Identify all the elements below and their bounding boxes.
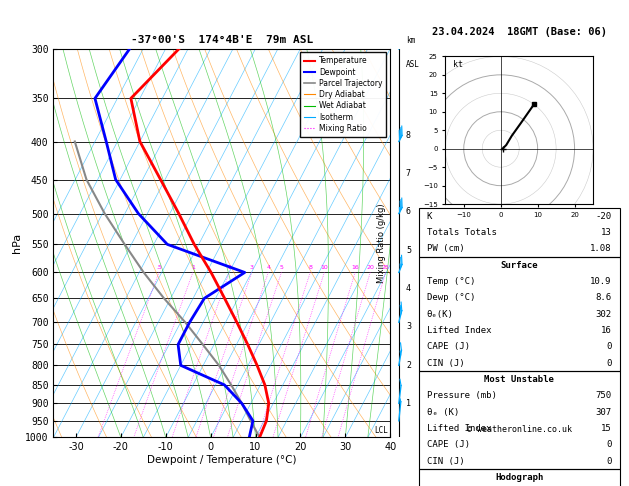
Text: CAPE (J): CAPE (J) <box>427 440 470 449</box>
Text: 0: 0 <box>606 457 611 466</box>
Text: 20: 20 <box>366 265 374 271</box>
Text: 2: 2 <box>227 265 231 271</box>
Text: 13: 13 <box>601 228 611 237</box>
Text: 1.08: 1.08 <box>590 244 611 253</box>
Text: Lifted Index: Lifted Index <box>427 424 491 433</box>
Text: 0: 0 <box>606 342 611 351</box>
Legend: Temperature, Dewpoint, Parcel Trajectory, Dry Adiabat, Wet Adiabat, Isotherm, Mi: Temperature, Dewpoint, Parcel Trajectory… <box>300 52 386 137</box>
Text: © weatheronline.co.uk: © weatheronline.co.uk <box>467 424 572 434</box>
Text: Dewp (°C): Dewp (°C) <box>427 294 475 302</box>
Text: Hodograph: Hodograph <box>495 473 543 482</box>
Text: 10.9: 10.9 <box>590 277 611 286</box>
Text: θₑ(K): θₑ(K) <box>427 310 454 319</box>
Text: 1: 1 <box>191 265 195 271</box>
Text: 4: 4 <box>406 284 411 293</box>
Text: PW (cm): PW (cm) <box>427 244 464 253</box>
Text: 5: 5 <box>406 245 411 255</box>
Text: 0: 0 <box>606 359 611 367</box>
Text: 23.04.2024  18GMT (Base: 06): 23.04.2024 18GMT (Base: 06) <box>431 27 606 37</box>
Text: 5: 5 <box>279 265 284 271</box>
Text: 8.6: 8.6 <box>596 294 611 302</box>
Text: K: K <box>427 212 432 221</box>
Text: Most Unstable: Most Unstable <box>484 375 554 384</box>
Bar <box>419 257 620 371</box>
Y-axis label: hPa: hPa <box>13 233 22 253</box>
Text: Totals Totals: Totals Totals <box>427 228 497 237</box>
Text: CIN (J): CIN (J) <box>427 457 464 466</box>
Text: 6: 6 <box>406 208 411 216</box>
Text: 0: 0 <box>606 440 611 449</box>
Text: 307: 307 <box>596 408 611 417</box>
Text: θₑ (K): θₑ (K) <box>427 408 459 417</box>
Text: -20: -20 <box>596 212 611 221</box>
Title: -37°00'S  174°4B'E  79m ASL: -37°00'S 174°4B'E 79m ASL <box>131 35 313 45</box>
Text: 3: 3 <box>250 265 253 271</box>
Text: 750: 750 <box>596 391 611 400</box>
Text: Temp (°C): Temp (°C) <box>427 277 475 286</box>
Text: Surface: Surface <box>500 260 538 270</box>
Text: 8: 8 <box>406 131 411 139</box>
Text: 8: 8 <box>308 265 312 271</box>
Bar <box>419 371 620 469</box>
Text: LCL: LCL <box>374 426 388 435</box>
Text: Pressure (mb): Pressure (mb) <box>427 391 497 400</box>
Text: Lifted Index: Lifted Index <box>427 326 491 335</box>
Text: 25: 25 <box>382 265 389 271</box>
Text: 2: 2 <box>406 361 411 369</box>
Text: 302: 302 <box>596 310 611 319</box>
Text: 16: 16 <box>601 326 611 335</box>
Bar <box>419 208 620 257</box>
Text: 1: 1 <box>406 399 411 408</box>
X-axis label: Dewpoint / Temperature (°C): Dewpoint / Temperature (°C) <box>147 455 297 465</box>
Text: 3: 3 <box>406 322 411 331</box>
Bar <box>419 469 620 486</box>
Text: CAPE (J): CAPE (J) <box>427 342 470 351</box>
Text: 15: 15 <box>601 424 611 433</box>
Text: CIN (J): CIN (J) <box>427 359 464 367</box>
Text: .5: .5 <box>156 265 162 271</box>
Text: km: km <box>406 35 415 45</box>
Text: 4: 4 <box>266 265 270 271</box>
Text: 16: 16 <box>351 265 359 271</box>
Text: 7: 7 <box>406 169 411 178</box>
Text: Mixing Ratio (g/kg): Mixing Ratio (g/kg) <box>377 203 386 283</box>
Text: 10: 10 <box>320 265 328 271</box>
Text: ASL: ASL <box>406 60 420 69</box>
